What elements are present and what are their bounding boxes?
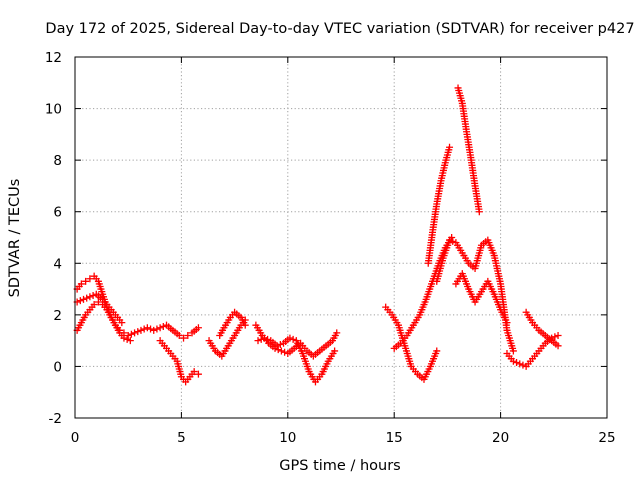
grid-lines: [75, 57, 607, 418]
data-point: [86, 275, 94, 283]
data-point: [175, 331, 183, 339]
series-arc-16: [522, 308, 562, 350]
x-axis-label: GPS time / hours: [279, 458, 400, 474]
x-tick-label: 0: [71, 430, 80, 446]
data-point: [147, 325, 155, 333]
data-point: [273, 342, 281, 350]
data-point: [137, 326, 145, 334]
y-tick-label: 2: [53, 308, 62, 324]
data-point: [194, 324, 202, 332]
x-tick-label: 20: [492, 430, 509, 446]
data-point: [82, 277, 90, 285]
data-point: [140, 325, 148, 333]
series-arc-3: [73, 290, 126, 327]
series-arc-2: [73, 298, 134, 345]
y-tick-label: 4: [53, 256, 62, 272]
axis-tick-labels: 0 5 10 15 20 25 -2 0 2 4 6 8 10 12: [45, 50, 616, 446]
data-point: [153, 325, 161, 333]
data-point: [123, 335, 131, 343]
series-arc-8: [254, 334, 339, 386]
data-point: [118, 319, 126, 327]
data-point: [194, 370, 202, 378]
data-point: [134, 328, 142, 336]
series-arc-12: [454, 84, 483, 216]
data-point: [90, 301, 98, 309]
data-point: [120, 334, 128, 342]
series-arc-13: [433, 236, 517, 355]
series-arc-6: [216, 308, 249, 339]
data-point: [260, 334, 268, 342]
data-point: [509, 347, 517, 355]
series-arc-14: [452, 270, 511, 327]
series-arc-4: [156, 337, 202, 386]
x-tick-label: 15: [386, 430, 403, 446]
data-points: [73, 84, 562, 386]
data-point: [333, 329, 341, 337]
data-point: [551, 333, 559, 341]
data-point: [475, 208, 483, 216]
axis-ticks: [74, 56, 608, 419]
data-point: [257, 335, 265, 343]
data-point: [554, 331, 562, 339]
plot-frame: [74, 56, 608, 419]
data-point: [86, 293, 94, 301]
data-point: [277, 347, 285, 355]
y-tick-label: 8: [53, 153, 62, 169]
data-point: [184, 331, 192, 339]
data-point: [286, 334, 294, 342]
data-point: [83, 294, 91, 302]
data-point: [124, 331, 132, 339]
data-point: [446, 236, 454, 244]
data-point: [80, 295, 88, 303]
data-point: [503, 319, 511, 327]
data-point: [156, 324, 164, 332]
data-point: [274, 346, 282, 354]
y-tick-label: 10: [45, 102, 62, 118]
x-tick-label: 10: [279, 430, 296, 446]
y-axis-label: SDTVAR / TECUs: [7, 179, 23, 298]
data-point: [150, 326, 158, 334]
y-tick-label: 12: [45, 50, 62, 66]
series-arc-9: [382, 303, 441, 383]
data-point: [446, 143, 454, 151]
data-point: [131, 329, 139, 337]
data-point: [513, 359, 521, 367]
data-point: [289, 335, 297, 343]
data-point: [554, 342, 562, 350]
y-tick-label: 0: [53, 359, 62, 375]
data-point: [126, 337, 134, 345]
data-point: [94, 298, 102, 306]
data-point: [76, 297, 84, 305]
data-point: [127, 330, 135, 338]
data-point: [264, 335, 272, 343]
data-point: [143, 324, 151, 332]
y-tick-label: 6: [53, 205, 62, 221]
series-arc-11: [424, 143, 454, 267]
data-point: [241, 321, 249, 329]
data-point: [254, 337, 262, 345]
data-point: [509, 357, 517, 365]
chart-title: Day 172 of 2025, Sidereal Day-to-day VTE…: [45, 21, 634, 37]
data-point: [190, 368, 198, 376]
x-tick-label: 5: [177, 430, 186, 446]
y-tick-label: -2: [49, 411, 62, 427]
x-tick-label: 25: [598, 430, 615, 446]
data-point: [276, 341, 284, 349]
data-point: [180, 334, 188, 342]
data-point: [433, 347, 441, 355]
data-point: [77, 280, 85, 288]
series-arc-15: [503, 331, 562, 370]
data-point: [519, 361, 527, 369]
data-point: [449, 237, 457, 245]
data-point: [331, 347, 339, 355]
data-point: [516, 360, 524, 368]
